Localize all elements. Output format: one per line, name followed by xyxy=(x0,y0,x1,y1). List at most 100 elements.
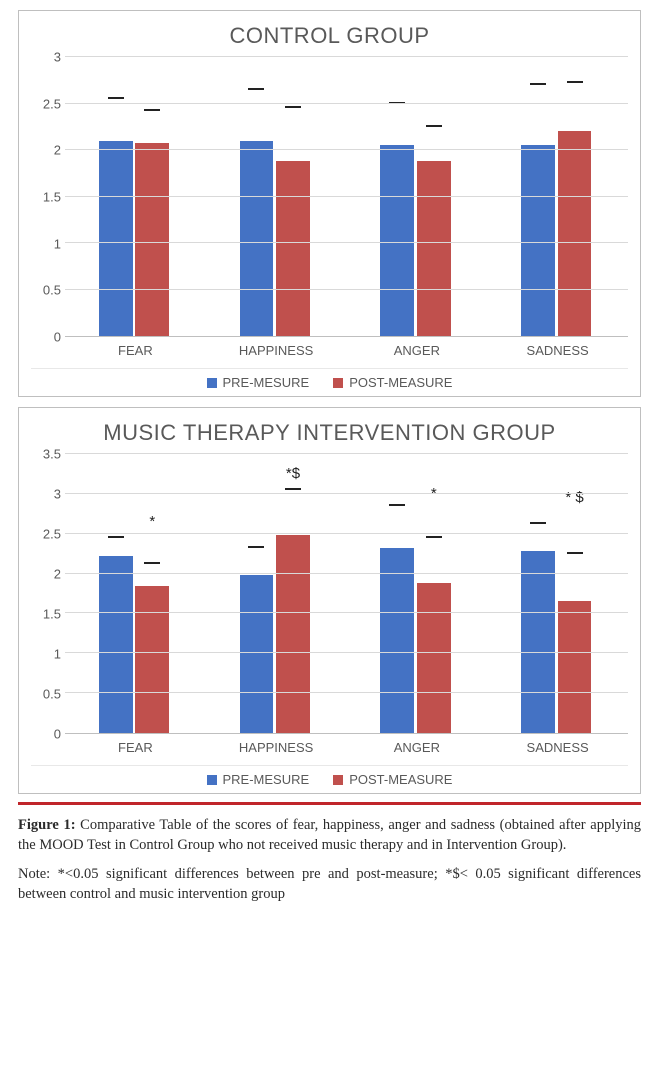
significance-marker: * $ xyxy=(565,489,583,506)
x-category-label: ANGER xyxy=(347,343,488,358)
legend-pre-label: PRE-MESURE xyxy=(223,772,310,787)
x-category-label: FEAR xyxy=(65,343,206,358)
legend-swatch-post xyxy=(333,378,343,388)
bar-post xyxy=(276,161,310,336)
y-tick-label: 2 xyxy=(54,143,61,158)
plot xyxy=(65,57,628,337)
bar-post xyxy=(276,535,310,733)
bar-pre xyxy=(380,548,414,733)
bar-group xyxy=(347,57,488,336)
y-tick-label: 1.5 xyxy=(43,607,61,622)
x-category-label: ANGER xyxy=(347,740,488,755)
y-tick-label: 3 xyxy=(54,487,61,502)
y-tick-label: 3 xyxy=(54,50,61,65)
gridline xyxy=(65,149,628,150)
caption-text: Comparative Table of the scores of fear,… xyxy=(18,817,641,853)
bar-pre xyxy=(521,145,555,336)
gridline xyxy=(65,56,628,57)
bar-pre xyxy=(240,575,274,733)
bar-pre xyxy=(521,551,555,733)
bar-pre xyxy=(380,145,414,336)
legend-pre: PRE-MESURE xyxy=(207,772,310,787)
legend-swatch-pre xyxy=(207,378,217,388)
caption-main: Figure 1: Comparative Table of the score… xyxy=(18,816,641,855)
control-group-chart: CONTROL GROUP 00.511.522.53 FEARHAPPINES… xyxy=(18,10,641,397)
bar-pre xyxy=(99,556,133,733)
bar-pre xyxy=(99,141,133,336)
plot: * *$ * * $ xyxy=(65,454,628,734)
gridline xyxy=(65,242,628,243)
x-category-label: FEAR xyxy=(65,740,206,755)
error-cap xyxy=(426,536,442,538)
error-cap xyxy=(248,546,264,548)
y-axis: 00.511.522.53 xyxy=(31,57,65,337)
bar-group xyxy=(206,57,347,336)
bar-group xyxy=(487,57,628,336)
caption-note: Note: *<0.05 significant differences bet… xyxy=(18,865,641,904)
legend: PRE-MESURE POST-MEASURE xyxy=(31,765,628,787)
bar-post xyxy=(135,586,169,733)
error-cap xyxy=(108,97,124,99)
error-cap xyxy=(285,106,301,108)
significance-marker: * xyxy=(149,513,155,530)
gridline xyxy=(65,493,628,494)
legend-post: POST-MEASURE xyxy=(333,375,452,390)
error-cap xyxy=(389,504,405,506)
chart-title: MUSIC THERAPY INTERVENTION GROUP xyxy=(31,420,628,446)
legend-swatch-pre xyxy=(207,775,217,785)
y-tick-label: 2 xyxy=(54,567,61,582)
error-cap xyxy=(144,562,160,564)
legend-post-label: POST-MEASURE xyxy=(349,772,452,787)
music-group-chart: MUSIC THERAPY INTERVENTION GROUP 0 0.5 1 1.… xyxy=(18,407,641,794)
bar-groups xyxy=(65,57,628,336)
error-cap xyxy=(426,125,442,127)
plot-area: 00.511.522.53 xyxy=(31,57,628,337)
y-tick-label: 0.5 xyxy=(43,687,61,702)
y-tick-label: 3.5 xyxy=(43,447,61,462)
x-axis-labels: FEARHAPPINESSANGERSADNESS xyxy=(65,343,628,358)
gridline xyxy=(65,573,628,574)
gridline xyxy=(65,612,628,613)
error-cap xyxy=(530,83,546,85)
y-tick-label: 1 xyxy=(54,236,61,251)
bar-post xyxy=(558,601,592,733)
bar-post xyxy=(417,583,451,733)
legend-swatch-post xyxy=(333,775,343,785)
error-cap xyxy=(144,109,160,111)
error-cap xyxy=(567,552,583,554)
x-category-label: SADNESS xyxy=(487,740,628,755)
bar-group xyxy=(65,57,206,336)
bar-group: *$ xyxy=(206,454,347,733)
y-tick-label: 1 xyxy=(54,647,61,662)
y-tick-label: 0 xyxy=(54,727,61,742)
gridline xyxy=(65,533,628,534)
caption-label: Figure 1: xyxy=(18,817,76,833)
significance-marker: *$ xyxy=(286,465,300,482)
error-cap xyxy=(567,81,583,83)
error-cap xyxy=(530,522,546,524)
plot-area: 00.511.522.533.5 **$** $ xyxy=(31,454,628,734)
bar-group: * $ xyxy=(487,454,628,733)
bar-group: * xyxy=(347,454,488,733)
figure-caption: Figure 1: Comparative Table of the score… xyxy=(18,805,641,904)
bar-groups: * *$ * * $ xyxy=(65,454,628,733)
legend-post-label: POST-MEASURE xyxy=(349,375,452,390)
legend-pre-label: PRE-MESURE xyxy=(223,375,310,390)
error-cap xyxy=(108,536,124,538)
error-cap xyxy=(248,88,264,90)
x-category-label: SADNESS xyxy=(487,343,628,358)
legend: PRE-MESURE POST-MEASURE xyxy=(31,368,628,390)
y-tick-label: 0 xyxy=(54,330,61,345)
gridline xyxy=(65,289,628,290)
bar-post xyxy=(417,161,451,336)
gridline xyxy=(65,103,628,104)
error-cap xyxy=(285,488,301,490)
bar-post xyxy=(558,131,592,336)
legend-pre: PRE-MESURE xyxy=(207,375,310,390)
gridline xyxy=(65,453,628,454)
y-axis: 00.511.522.533.5 xyxy=(31,454,65,734)
bar-group: * xyxy=(65,454,206,733)
y-tick-label: 0.5 xyxy=(43,283,61,298)
y-tick-label: 1.5 xyxy=(43,190,61,205)
bar-post xyxy=(135,143,169,336)
